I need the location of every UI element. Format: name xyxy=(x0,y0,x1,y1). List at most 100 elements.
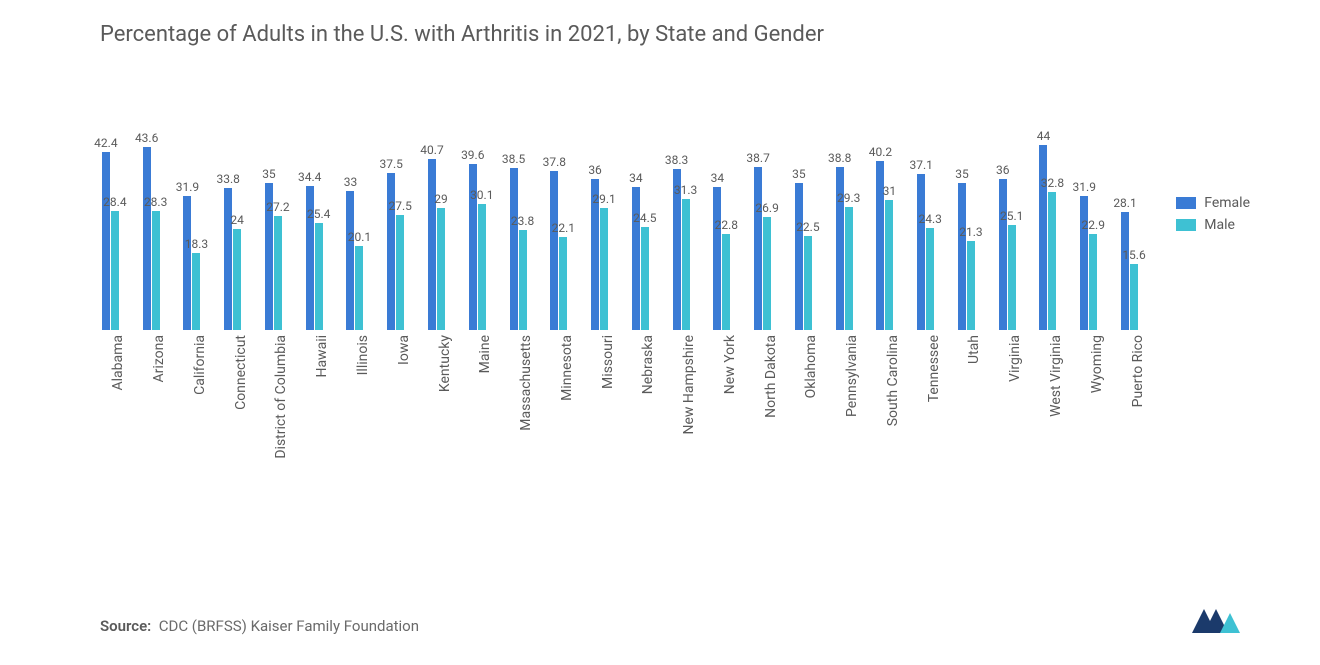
bar-female: 34 xyxy=(713,187,721,330)
bar-male: 28.3 xyxy=(152,211,160,330)
bar-male: 22.5 xyxy=(804,236,812,331)
bar-group: 35 27.2 xyxy=(253,120,294,330)
legend-item-male: Male xyxy=(1176,217,1250,233)
bar-value-label: 38.5 xyxy=(502,152,525,166)
source-attribution: Source: CDC (BRFSS) Kaiser Family Founda… xyxy=(100,617,419,635)
bar-value-label: 44 xyxy=(1037,129,1051,143)
bar-value-label: 29.1 xyxy=(592,192,615,206)
bar-female: 31.9 xyxy=(183,196,191,330)
bar-value-label: 22.8 xyxy=(715,218,738,232)
bar-male: 21.3 xyxy=(967,241,975,330)
bar-male: 20.1 xyxy=(355,246,363,330)
legend-swatch-male xyxy=(1176,219,1196,231)
bar-male: 24 xyxy=(233,229,241,330)
bar-group: 37.124.3 xyxy=(905,120,946,330)
bar-value-label: 29.3 xyxy=(837,191,860,205)
bar-female: 33 xyxy=(346,191,354,330)
bar-value-label: 36 xyxy=(996,163,1010,177)
bar-value-label: 31.9 xyxy=(1073,180,1096,194)
bar-male: 30.1 xyxy=(478,204,486,330)
bar-male: 22.1 xyxy=(559,237,567,330)
bar-group: 4432.8 xyxy=(1028,120,1069,330)
bar-male: 18.3 xyxy=(192,253,200,330)
bar-value-label: 36 xyxy=(588,163,602,177)
bar-female: 28.1 xyxy=(1121,212,1129,330)
bar-value-label: 34 xyxy=(629,171,643,185)
bar-group: 3625.1 xyxy=(987,120,1028,330)
bar-value-label: 25.1 xyxy=(1000,209,1023,223)
bar-value-label: 22.9 xyxy=(1082,218,1105,232)
bar-female: 36 xyxy=(999,179,1007,330)
chart-plot-area: 42.428.443.628.331.918.333.8243527.234.4… xyxy=(90,120,1150,330)
bar-group: 33.824 xyxy=(212,120,253,330)
bar-value-label: 24.3 xyxy=(918,212,941,226)
bar-value-label: 31.9 xyxy=(176,180,199,194)
bar-value-label: 21.3 xyxy=(959,225,982,239)
bar-male: 15.6 xyxy=(1130,264,1138,330)
bar-group: 34.425.4 xyxy=(294,120,335,330)
bar-group: 37.527.5 xyxy=(375,120,416,330)
bar-female: 38.5 xyxy=(510,168,518,330)
bar-value-label: 35 xyxy=(792,167,806,181)
bar-female: 38.7 xyxy=(754,167,762,330)
bar-group: 43.6 28.3 xyxy=(131,120,172,330)
bar-group: 3424.5 xyxy=(620,120,661,330)
bar-male: 28.4 xyxy=(111,211,119,330)
legend-swatch-female xyxy=(1176,197,1196,209)
bar-value-label: 33.8 xyxy=(216,172,239,186)
bar-group: 3422.8 xyxy=(701,120,742,330)
bar-value-label: 22.5 xyxy=(796,220,819,234)
bar-group: 31.918.3 xyxy=(172,120,213,330)
bar-value-label: 38.7 xyxy=(746,151,769,165)
bar-value-label: 40.7 xyxy=(420,143,443,157)
bar-group: 3320.1 xyxy=(335,120,376,330)
bar-value-label: 35 xyxy=(955,167,969,181)
bar-value-label: 24 xyxy=(230,213,244,227)
bar-female: 37.1 xyxy=(917,174,925,330)
chart-title: Percentage of Adults in the U.S. with Ar… xyxy=(100,22,824,47)
bar-value-label: 33 xyxy=(344,175,358,189)
bar-value-label: 24.5 xyxy=(633,211,656,225)
bar-value-label: 20.1 xyxy=(348,230,371,244)
bar-group: 31.922.9 xyxy=(1068,120,1109,330)
bar-value-label: 23.8 xyxy=(511,214,534,228)
bar-group: 36 29.1 xyxy=(579,120,620,330)
bar-value-label: 27.2 xyxy=(266,200,289,214)
legend-label-male: Male xyxy=(1204,217,1235,233)
bar-group: 39.630.1 xyxy=(457,120,498,330)
bar-male: 25.4 xyxy=(315,223,323,330)
bar-female: 33.8 xyxy=(224,188,232,330)
bar-value-label: 30.1 xyxy=(470,188,493,202)
legend-item-female: Female xyxy=(1176,195,1250,211)
bar-male: 22.9 xyxy=(1089,234,1097,330)
bar-value-label: 35 xyxy=(262,167,276,181)
bar-group: 3521.3 xyxy=(946,120,987,330)
bar-value-label: 28.1 xyxy=(1113,196,1136,210)
bar-value-label: 43.6 xyxy=(135,131,158,145)
bar-group: 38.331.3 xyxy=(661,120,702,330)
bar-male: 31 xyxy=(885,200,893,330)
bar-male: 24.3 xyxy=(926,228,934,330)
bar-value-label: 26.9 xyxy=(755,201,778,215)
bar-value-label: 38.8 xyxy=(828,151,851,165)
bar-value-label: 18.3 xyxy=(185,237,208,251)
source-text: CDC (BRFSS) Kaiser Family Foundation xyxy=(159,617,419,635)
legend: Female Male xyxy=(1176,195,1250,239)
source-label: Source: xyxy=(100,617,151,635)
bar-group: 42.428.4 xyxy=(90,120,131,330)
bar-male: 24.5 xyxy=(641,227,649,330)
bar-group: 38.726.9 xyxy=(742,120,783,330)
bar-female: 40.7 xyxy=(428,159,436,330)
bar-female: 34 xyxy=(632,187,640,330)
bar-value-label: 15.6 xyxy=(1122,248,1145,262)
bar-value-label: 34 xyxy=(711,171,725,185)
bar-female: 44 xyxy=(1039,145,1047,330)
bar-group: 38.523.8 xyxy=(498,120,539,330)
bar-female: 35 xyxy=(958,183,966,330)
bar-value-label: 22.1 xyxy=(552,221,575,235)
bar-value-label: 31 xyxy=(883,184,897,198)
bar-value-label: 38.3 xyxy=(665,153,688,167)
bar-male: 22.8 xyxy=(722,234,730,330)
bar-female: 37.5 xyxy=(387,173,395,331)
bar-female: 31.9 xyxy=(1080,196,1088,330)
